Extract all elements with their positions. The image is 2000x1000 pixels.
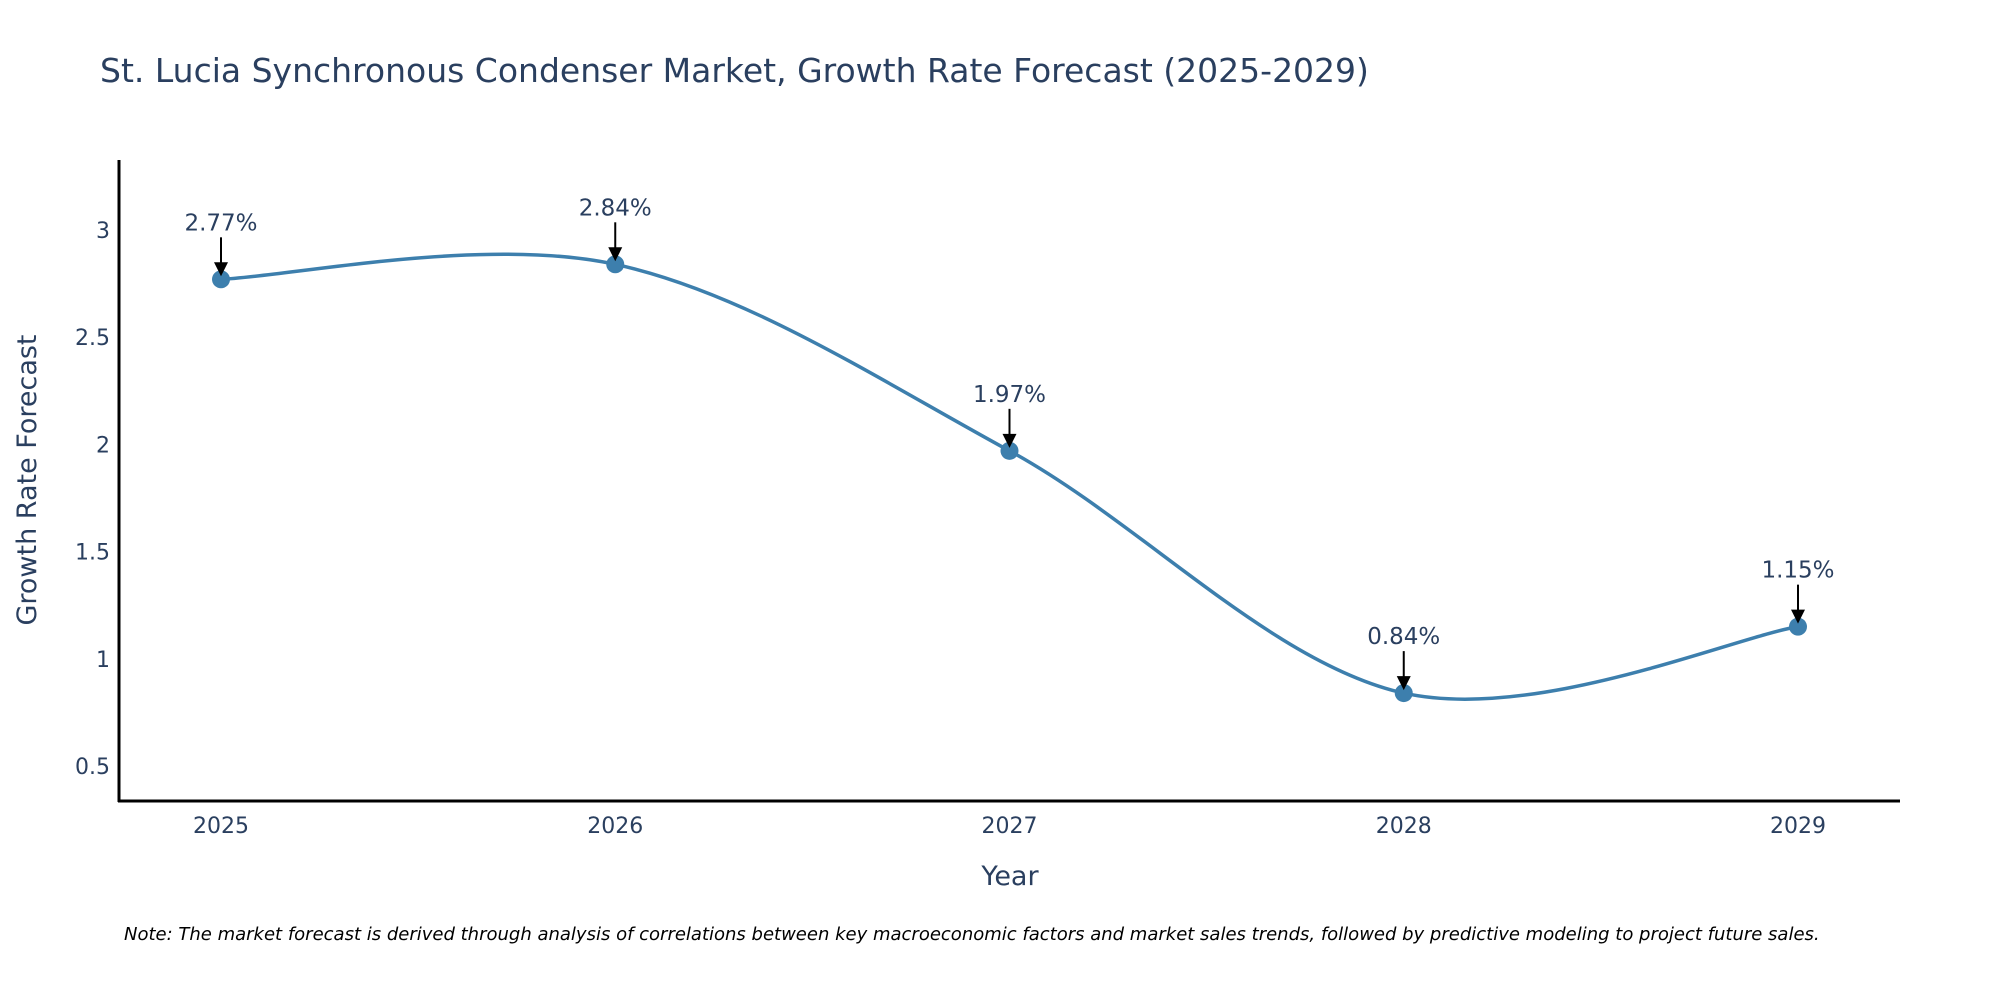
chart-title: St. Lucia Synchronous Condenser Market, … <box>100 51 1369 90</box>
y-axis-title: Growth Rate Forecast <box>12 334 43 625</box>
x-tick-label: 2027 <box>982 814 1038 839</box>
x-tick-label: 2026 <box>587 814 643 839</box>
y-tick-label: 1 <box>96 648 110 673</box>
data-point-marker <box>1789 617 1807 636</box>
x-tick-label: 2029 <box>1770 814 1826 839</box>
series-line <box>220 252 1799 701</box>
data-point-marker <box>212 270 230 289</box>
arrow-down-icon <box>1002 433 1017 448</box>
y-tick-label: 1.5 <box>75 541 110 566</box>
data-label: 1.97% <box>973 382 1046 408</box>
plot-area: 2.77% 2.84% 1.97% 0.84% 1.15% <box>184 195 1835 703</box>
data-label: 2.84% <box>579 195 652 221</box>
data-point-marker <box>1000 441 1019 460</box>
x-tick-label: 2025 <box>193 814 249 839</box>
arrow-down-icon <box>608 247 623 262</box>
data-annotation: 1.97% <box>973 382 1046 448</box>
arrow-down-icon <box>214 262 228 277</box>
y-tick-label: 2.5 <box>75 326 110 351</box>
data-annotation: 2.77% <box>184 210 258 277</box>
data-annotation: 1.15% <box>1761 558 1835 624</box>
data-point-marker <box>606 255 625 274</box>
footnote: Note: The market forecast is derived thr… <box>124 924 1820 945</box>
data-point-marker <box>1394 684 1413 703</box>
data-annotation: 0.84% <box>1367 624 1440 691</box>
y-tick-label: 0.5 <box>75 755 110 780</box>
x-axis-title: Year <box>980 861 1039 892</box>
data-label: 2.77% <box>184 210 257 236</box>
data-annotation: 2.84% <box>579 195 652 262</box>
arrow-down-icon <box>1396 676 1411 691</box>
y-tick-label: 3 <box>96 219 110 244</box>
arrow-down-icon <box>1791 609 1805 624</box>
data-label: 0.84% <box>1367 624 1440 650</box>
x-tick-label: 2028 <box>1376 814 1432 839</box>
data-label: 1.15% <box>1761 558 1834 584</box>
y-tick-label: 2 <box>96 433 110 458</box>
